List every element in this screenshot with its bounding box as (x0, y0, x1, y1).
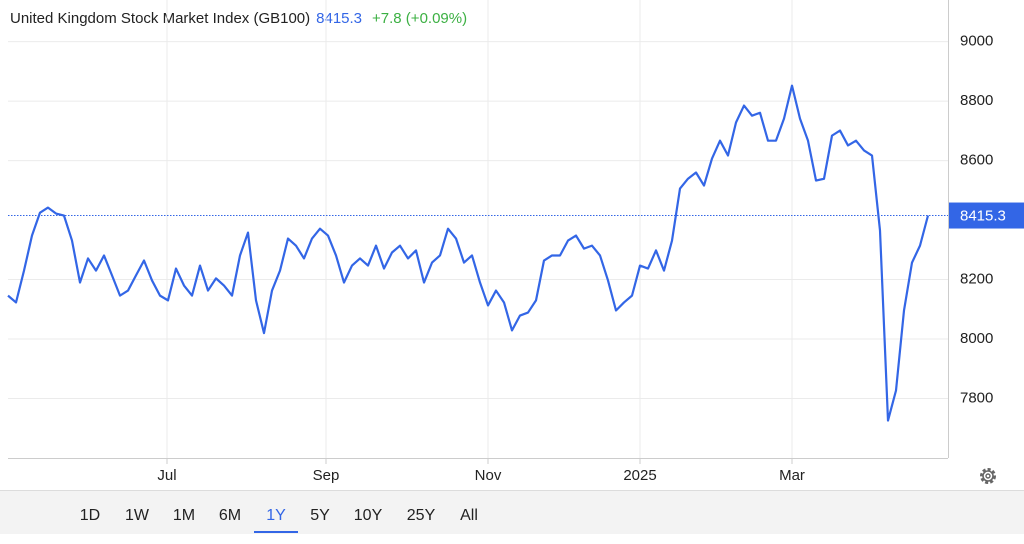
x-tick-label: 2025 (623, 467, 656, 484)
x-tick-label: Mar (779, 467, 805, 484)
change: +7.8 (+0.09%) (372, 10, 467, 27)
gear-teeth (980, 468, 996, 484)
title-row: United Kingdom Stock Market Index (GB100… (10, 10, 310, 27)
x-tick-label: Sep (313, 467, 340, 484)
range-button[interactable]: 5Y (310, 507, 330, 524)
range-button[interactable]: All (460, 507, 478, 524)
range-button[interactable]: 1Y (266, 507, 286, 524)
y-tick-label: 8200 (960, 271, 993, 288)
settings-icon[interactable] (980, 468, 996, 484)
range-bar (0, 490, 1024, 534)
range-button[interactable]: 1D (80, 507, 100, 524)
y-tick-label: 9000 (960, 33, 993, 50)
range-button[interactable]: 1W (125, 507, 150, 524)
x-tick-label: Nov (475, 467, 502, 484)
gear-body (982, 470, 994, 482)
x-tick-label: Jul (157, 467, 176, 484)
y-tick-label: 8600 (960, 152, 993, 169)
range-button[interactable]: 6M (219, 507, 241, 524)
range-button[interactable]: 25Y (407, 507, 436, 524)
y-tick-label: 7800 (960, 389, 993, 406)
gear-hole (985, 473, 991, 479)
y-tick-label: 8000 (960, 330, 993, 347)
y-tick-label: 8800 (960, 92, 993, 109)
range-button[interactable]: 1M (173, 507, 195, 524)
range-button[interactable]: 10Y (354, 507, 383, 524)
current-value-tag-label: 8415.3 (960, 207, 1006, 224)
chart-title: United Kingdom Stock Market Index (GB100… (10, 10, 310, 27)
price-line (7, 84, 930, 422)
current-value-tag (949, 202, 1024, 229)
current-value: 8415.3 (316, 10, 362, 27)
